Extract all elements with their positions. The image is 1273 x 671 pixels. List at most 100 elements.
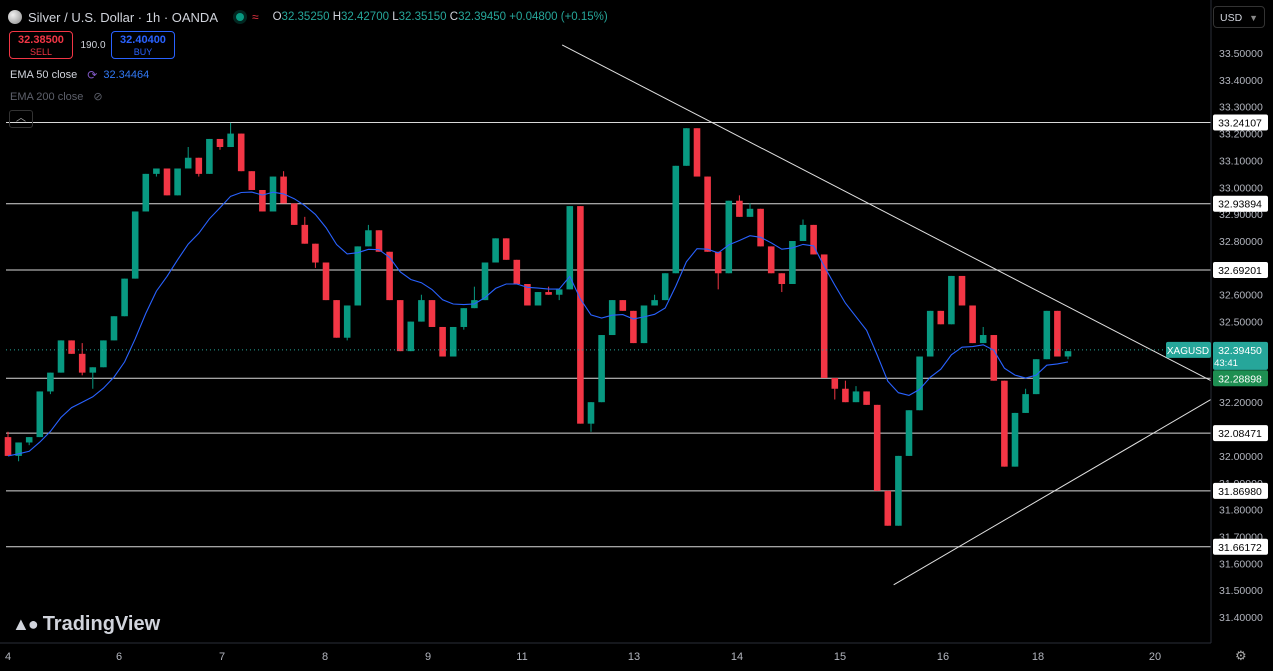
sync-icon[interactable]: ⟳ — [87, 68, 98, 82]
price-tick: 32.50000 — [1219, 317, 1263, 329]
candle-body — [206, 138, 213, 174]
trendline-ascending-support — [893, 399, 1212, 586]
candle-body — [184, 157, 192, 169]
candle-body — [78, 353, 86, 373]
candle-body — [492, 238, 499, 263]
price-tag-bg — [1213, 341, 1268, 370]
silver-coin-icon — [8, 10, 22, 24]
candle-body — [587, 402, 595, 424]
candle-body — [365, 230, 372, 247]
level-tag-bg — [1213, 262, 1268, 279]
candle-body — [47, 372, 54, 392]
price-tick: 31.80000 — [1219, 505, 1263, 517]
time-tick: 8 — [322, 651, 328, 663]
level-tag: 32.28898 — [1218, 373, 1262, 385]
candle-body — [842, 388, 849, 403]
price-tick: 33.00000 — [1219, 182, 1263, 194]
candle-body — [566, 206, 574, 290]
candle-body — [789, 241, 796, 284]
candle-body — [1054, 310, 1061, 357]
gear-icon[interactable]: ⚙ — [1235, 648, 1247, 663]
candle-body — [873, 404, 881, 491]
candle-body — [280, 176, 287, 204]
price-tick: 33.10000 — [1219, 155, 1263, 167]
time-tick: 11 — [516, 651, 527, 663]
price-tick: 32.60000 — [1219, 290, 1263, 302]
candle-body — [608, 300, 616, 336]
candle-body — [534, 292, 542, 306]
ema50-legend[interactable]: EMA 50 close ⟳ 32.34464 — [10, 68, 149, 82]
symbol-title[interactable]: Silver / U.S. Dollar · 1h · OANDA — [28, 9, 218, 25]
candle-body — [36, 391, 44, 438]
chevron-up-icon: ︿ — [16, 113, 26, 124]
candle-body — [937, 310, 945, 325]
low-value: 32.35150 — [398, 11, 447, 23]
symbol-tag-bg — [1166, 341, 1211, 358]
high-label: H — [332, 11, 342, 23]
ema50-label: EMA 50 close — [10, 69, 78, 81]
price-tick: 31.50000 — [1219, 585, 1263, 597]
candle-body — [979, 335, 987, 344]
level-tag: 33.24107 — [1218, 118, 1262, 130]
candle-body — [630, 310, 637, 344]
candle-body — [121, 278, 128, 317]
close-value: 32.39450 — [458, 11, 507, 23]
candle-body — [354, 246, 362, 306]
time-tick: 16 — [937, 651, 949, 663]
level-tag-bg — [1213, 482, 1268, 499]
candle-body — [884, 490, 892, 526]
horizontal-levels — [6, 122, 1211, 548]
level-tags: 33.24107 32.93894 32.69201 32.28898 32.08471… — [1213, 114, 1268, 555]
price-tick: 32.20000 — [1219, 397, 1263, 409]
candle-body — [778, 273, 786, 284]
candle-body — [248, 171, 256, 190]
candle-body — [343, 305, 351, 338]
sell-button[interactable]: 32.38500 SELL — [9, 31, 73, 59]
candle-body — [237, 133, 245, 172]
candle-body — [852, 391, 860, 403]
candle-body — [386, 251, 393, 301]
level-tag-bg — [1213, 425, 1268, 442]
candle-body — [926, 310, 934, 357]
candle-body — [916, 356, 923, 411]
ema200-legend[interactable]: EMA 200 close ⊘ — [10, 90, 103, 104]
candle-body — [704, 176, 711, 252]
sell-label: SELL — [29, 47, 53, 57]
ohlc-readout: O32.35250 H32.42700 L32.35150 C32.39450 … — [273, 11, 608, 23]
candle-body — [216, 138, 224, 148]
price-tick: 33.30000 — [1219, 102, 1263, 114]
time-tick: 14 — [731, 651, 743, 663]
eye-hidden-icon[interactable]: ⊘ — [93, 91, 103, 103]
candle-body — [407, 321, 415, 352]
candle-body — [290, 203, 298, 225]
chevron-down-icon: ▼ — [1249, 13, 1258, 23]
price-tick: 33.50000 — [1219, 48, 1263, 60]
wave-icon: ≈ — [252, 10, 259, 24]
high-value: 32.42700 — [341, 11, 389, 23]
price-tick: 33.40000 — [1219, 75, 1263, 87]
candle-body — [375, 230, 383, 252]
time-tick: 20 — [1149, 651, 1161, 663]
candle-body — [948, 275, 955, 325]
time-tick: 13 — [628, 651, 640, 663]
close-label: C — [449, 11, 459, 23]
collapse-legend-button[interactable]: ︿ — [9, 110, 33, 128]
candle-body — [714, 251, 722, 274]
candle-body — [418, 300, 425, 322]
candle-body — [312, 243, 319, 263]
level-tag: 31.86980 — [1218, 486, 1262, 498]
candle-body — [333, 300, 340, 338]
candle-body — [1001, 380, 1008, 467]
candle-body — [428, 300, 436, 327]
candle-body — [577, 206, 584, 424]
tv-logo-icon: ▲● — [12, 614, 39, 634]
candle-body — [672, 165, 680, 274]
currency-select[interactable]: USD ▼ — [1213, 6, 1265, 28]
level-tag: 32.93894 — [1218, 199, 1262, 211]
candle-body — [195, 157, 203, 174]
candle-body — [259, 189, 266, 212]
candle-body — [757, 208, 764, 247]
buy-button[interactable]: 32.40400 BUY — [111, 31, 175, 59]
candle-body — [725, 200, 733, 274]
